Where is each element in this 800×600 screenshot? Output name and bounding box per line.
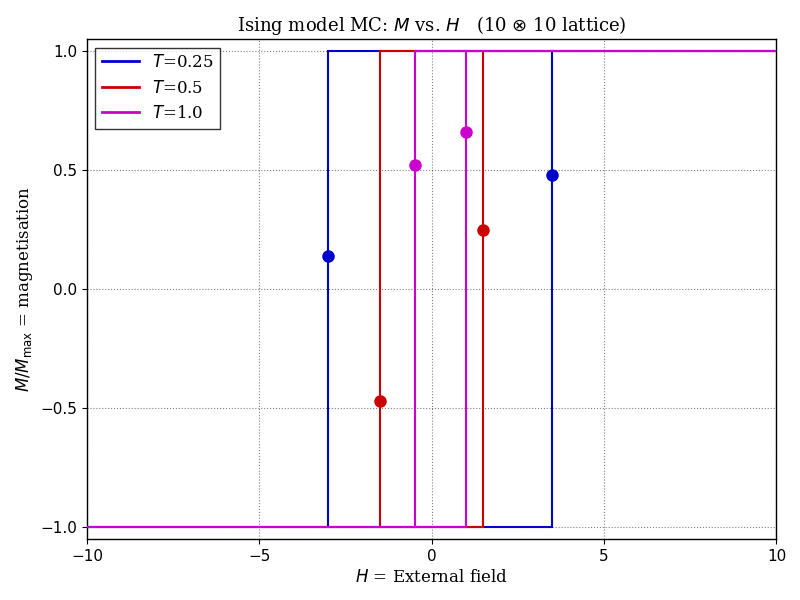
X-axis label: $H$ = External field: $H$ = External field — [355, 569, 508, 586]
Title: Ising model MC: $M$ vs. $H$   (10 $\otimes$ 10 lattice): Ising model MC: $M$ vs. $H$ (10 $\otimes… — [237, 14, 626, 37]
Y-axis label: $M/M_{\mathrm{max}}$ = magnetisation: $M/M_{\mathrm{max}}$ = magnetisation — [14, 186, 35, 392]
Legend: $T$=0.25, $T$=0.5, $T$=1.0: $T$=0.25, $T$=0.5, $T$=1.0 — [95, 47, 220, 128]
